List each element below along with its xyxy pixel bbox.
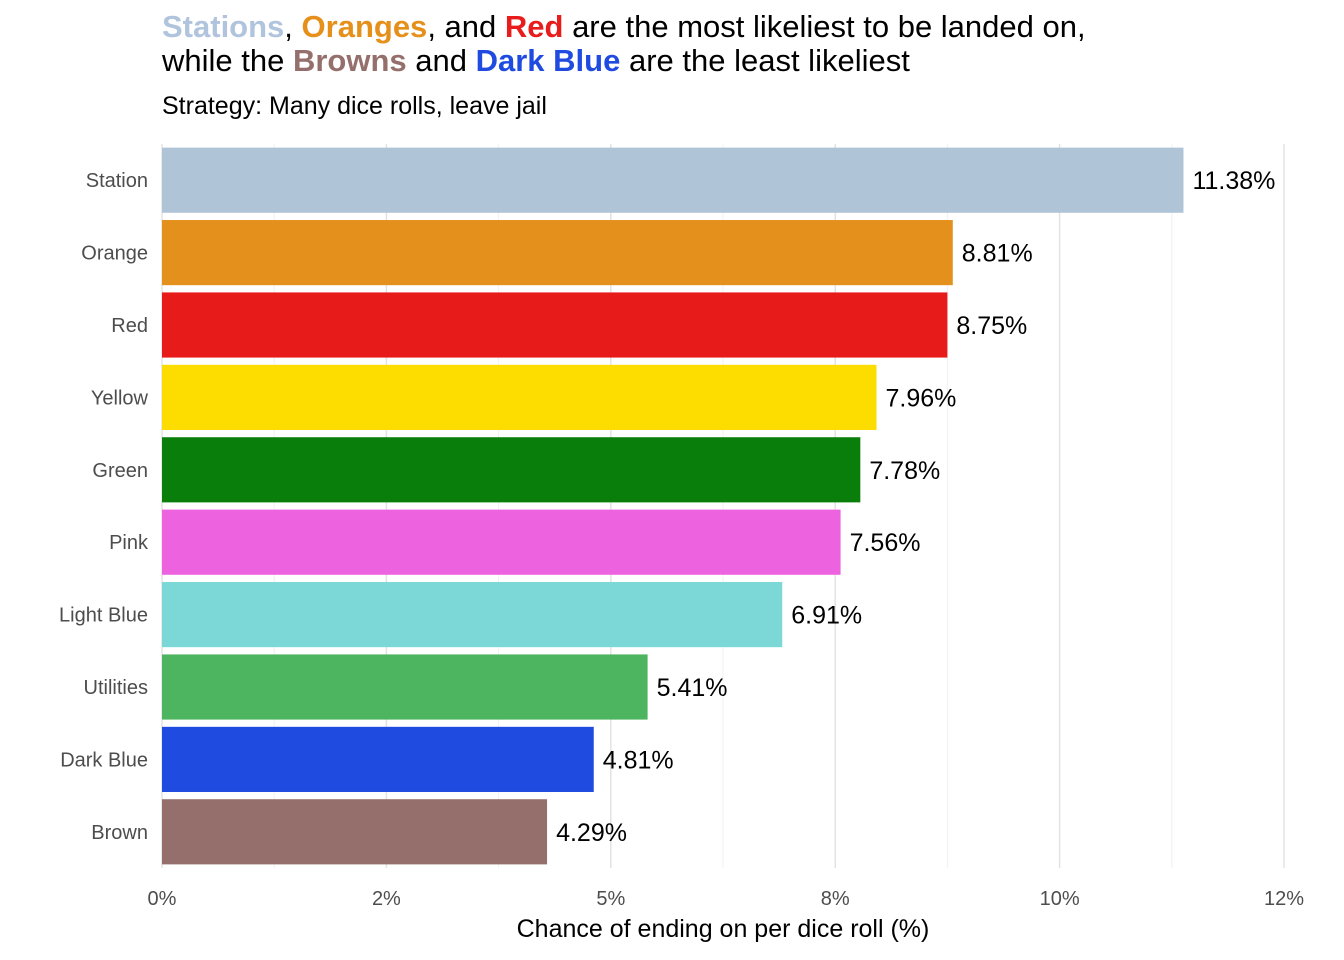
bar [162,220,953,286]
category-label: Station [86,170,148,192]
x-tick-label: 2% [372,888,401,910]
category-label: Red [111,315,148,337]
category-label: Pink [109,532,149,554]
title-segment: , [284,9,302,44]
title-segment: Oranges [301,9,428,44]
x-tick-label: 5% [596,888,625,910]
bar [162,582,783,648]
data-label: 8.75% [956,312,1027,340]
x-tick-label: 12% [1264,888,1304,910]
bar [162,799,548,865]
category-label: Orange [81,243,148,265]
bar [162,364,877,430]
title-segment: Stations [162,9,285,44]
bar [162,509,841,575]
category-label: Green [92,460,148,482]
category-label: Dark Blue [60,749,148,771]
title-segment: Red [504,9,564,44]
x-tick-label: 10% [1040,888,1080,910]
title-segment: and [406,43,476,78]
title-segment: are the least likeliest [620,43,910,78]
bar [162,654,648,720]
x-tick-label: 0% [148,888,177,910]
data-label: 4.29% [556,819,627,847]
bar [162,437,861,503]
data-label: 4.81% [603,746,674,774]
title-segment: , and [427,9,505,44]
chart-subtitle: Strategy: Many dice rolls, leave jail [162,92,547,120]
data-label: 7.56% [850,529,921,557]
data-label: 6.91% [791,602,862,630]
title-line-1: Stations, Oranges, and Red are the most … [162,10,1086,44]
data-label: 11.38% [1192,167,1275,195]
title-segment: Dark Blue [475,43,621,78]
bar [162,726,594,792]
bar [162,147,1184,213]
x-axis-title: Chance of ending on per dice roll (%) [516,915,930,943]
data-label: 8.81% [962,240,1033,268]
title-line-2: while the Browns and Dark Blue are the l… [162,44,1086,78]
title-segment: Browns [292,43,407,78]
data-label: 5.41% [657,674,728,702]
chart-title: Stations, Oranges, and Red are the most … [162,10,1086,78]
x-tick-label: 8% [821,888,850,910]
category-label: Brown [91,822,148,844]
data-label: 7.78% [869,457,940,485]
data-label: 7.96% [885,384,956,412]
title-segment: while the [162,43,293,78]
title-segment: are the most likeliest to be landed on, [563,9,1086,44]
category-label: Light Blue [59,605,148,627]
category-label: Utilities [84,677,148,699]
bar [162,292,948,358]
category-label: Yellow [91,387,149,409]
